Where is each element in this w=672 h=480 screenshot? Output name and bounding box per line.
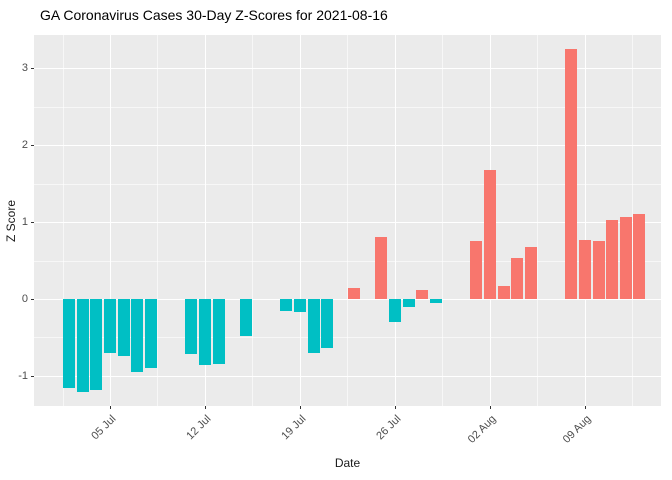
bar bbox=[212, 299, 225, 364]
bar bbox=[144, 299, 157, 368]
bar bbox=[348, 288, 361, 299]
minor-gridline bbox=[252, 35, 254, 406]
y-tick-label: -1 bbox=[18, 369, 28, 382]
minor-gridline bbox=[347, 35, 349, 406]
y-tick-label: 0 bbox=[21, 293, 28, 305]
bar bbox=[90, 299, 103, 390]
y-tick-mark bbox=[31, 68, 34, 70]
minor-gridline bbox=[537, 35, 539, 406]
minor-gridline bbox=[632, 35, 634, 406]
bar bbox=[511, 258, 524, 299]
bar bbox=[117, 299, 130, 356]
bar bbox=[185, 299, 198, 354]
bar bbox=[307, 299, 320, 353]
bar bbox=[280, 299, 293, 311]
bar bbox=[293, 299, 306, 313]
bar bbox=[429, 299, 442, 303]
bar bbox=[375, 237, 388, 299]
minor-gridline bbox=[442, 35, 444, 406]
bar bbox=[198, 299, 211, 366]
major-gridline bbox=[204, 35, 206, 406]
y-tick-mark bbox=[31, 299, 34, 300]
y-tick-mark bbox=[31, 375, 34, 377]
major-gridline bbox=[34, 299, 661, 300]
y-tick-mark bbox=[31, 222, 34, 224]
minor-gridline bbox=[157, 35, 159, 406]
bar bbox=[321, 299, 334, 349]
bar bbox=[104, 299, 116, 353]
bar bbox=[619, 217, 632, 299]
y-tick-label: 1 bbox=[21, 216, 28, 229]
major-gridline bbox=[34, 145, 661, 147]
major-gridline bbox=[110, 35, 111, 406]
bar bbox=[633, 214, 646, 299]
major-gridline bbox=[299, 35, 301, 406]
bar bbox=[63, 299, 76, 388]
bar bbox=[578, 239, 591, 299]
bar bbox=[76, 299, 89, 393]
x-tick-mark bbox=[299, 406, 301, 409]
y-tick-label: 3 bbox=[21, 62, 28, 75]
y-tick-label: 2 bbox=[21, 139, 28, 152]
major-gridline bbox=[394, 35, 396, 406]
bar bbox=[388, 299, 401, 323]
plot-panel bbox=[34, 35, 661, 406]
bar bbox=[131, 299, 144, 373]
major-gridline bbox=[34, 68, 661, 70]
x-tick-mark bbox=[489, 406, 491, 409]
x-axis-title: Date bbox=[334, 456, 361, 470]
minor-gridline bbox=[62, 35, 64, 406]
bar bbox=[497, 285, 510, 299]
bar bbox=[402, 299, 415, 307]
bar bbox=[565, 48, 578, 299]
y-tick-mark bbox=[31, 145, 34, 147]
bar bbox=[239, 299, 252, 336]
bar bbox=[524, 247, 537, 299]
chart-title: GA Coronavirus Cases 30-Day Z-Scores for… bbox=[40, 7, 388, 23]
x-tick-mark bbox=[204, 406, 206, 409]
major-gridline bbox=[34, 222, 661, 224]
bar bbox=[606, 219, 619, 299]
major-gridline bbox=[584, 35, 586, 406]
x-tick-mark bbox=[394, 406, 396, 409]
bar bbox=[592, 240, 605, 299]
bar bbox=[483, 169, 496, 299]
bar bbox=[470, 241, 483, 299]
x-tick-mark bbox=[110, 406, 111, 409]
x-tick-mark bbox=[584, 406, 586, 409]
major-gridline bbox=[34, 375, 661, 377]
bar bbox=[416, 289, 429, 299]
